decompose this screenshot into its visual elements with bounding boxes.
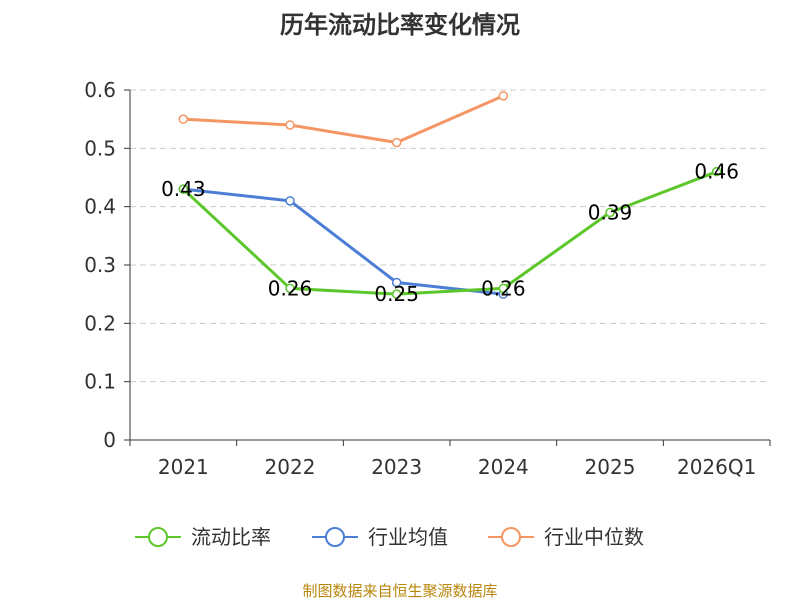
- legend-marker: [501, 527, 521, 547]
- data-point: [391, 137, 402, 148]
- legend: 流动比率 行业均值 行业中位数: [135, 525, 644, 549]
- data-point: [285, 120, 295, 130]
- series-group: [178, 91, 722, 299]
- data-label: 0.39: [588, 201, 633, 225]
- x-tick-label: 2021: [158, 455, 209, 479]
- data-label: 0.26: [481, 276, 526, 300]
- data-point: [605, 207, 615, 218]
- series-line: [182, 170, 718, 296]
- data-label: 0.26: [268, 276, 313, 300]
- data-label: 0.43: [161, 177, 206, 201]
- x-tick-label: 2023: [371, 455, 422, 479]
- legend-label: 行业均值: [368, 525, 448, 549]
- y-tick-label: 0: [103, 428, 116, 452]
- data-point: [285, 283, 295, 294]
- y-tick-label: 0.1: [84, 370, 116, 394]
- y-tick-label: 0.2: [84, 311, 116, 335]
- chart-title: 历年流动比率变化情况: [280, 11, 520, 39]
- series-line: [183, 94, 504, 144]
- data-point: [498, 283, 509, 294]
- data-point: [178, 114, 189, 124]
- data-label: 0.46: [694, 160, 739, 184]
- legend-marker: [325, 527, 345, 547]
- y-tick-label: 0.3: [84, 253, 116, 277]
- data-point: [498, 91, 509, 101]
- axes: 0 0.1 0.2 0.3 0.4 0.5 0.6 2021 2022 2023 2024 2025 2…: [84, 78, 771, 479]
- source-note: 制图数据来自恒生聚源数据库: [302, 582, 497, 600]
- x-tick-label: 2022: [265, 455, 316, 479]
- series-line: [183, 187, 504, 296]
- legend-marker: [148, 527, 168, 547]
- data-point: [178, 184, 189, 194]
- legend-label: 行业中位数: [544, 525, 644, 549]
- x-tick-label: 2025: [585, 455, 636, 479]
- data-point: [285, 196, 295, 206]
- data-labels: 0.43 0.26 0.25 0.26 0.39 0.46: [161, 160, 739, 306]
- y-tick-label: 0.5: [84, 136, 116, 160]
- grid-lines: [130, 89, 770, 383]
- data-point: [711, 166, 722, 177]
- x-tick-label: 2026Q1: [677, 455, 756, 479]
- data-point: [391, 277, 402, 288]
- y-tick-label: 0.6: [84, 78, 116, 102]
- y-tick-label: 0.4: [84, 195, 116, 219]
- x-tick-label: 2024: [478, 455, 529, 479]
- legend-label: 流动比率: [191, 525, 271, 549]
- data-label: 0.25: [374, 282, 419, 306]
- data-point: [391, 289, 402, 299]
